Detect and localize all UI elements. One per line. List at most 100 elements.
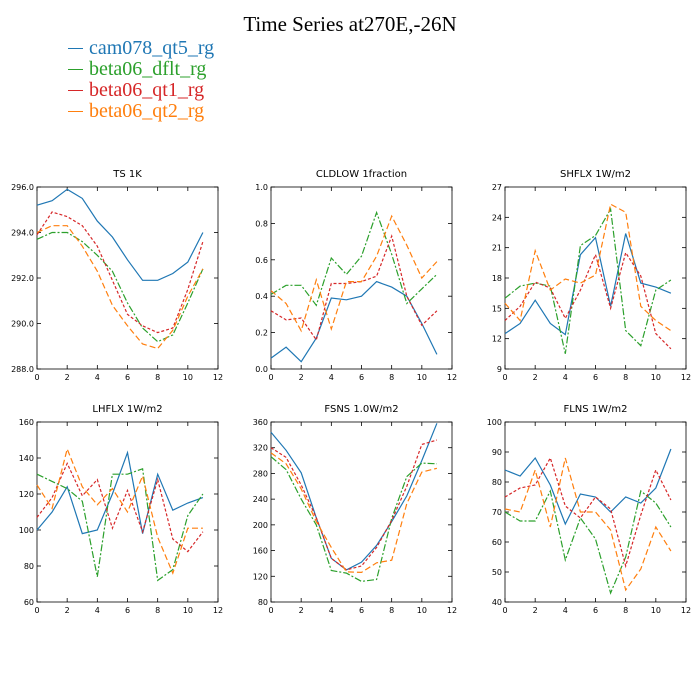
x-tick-label: 4 [329,606,334,615]
y-tick-label: 292.0 [11,274,34,283]
x-tick-label: 2 [299,606,304,615]
y-tick-label: 240 [253,495,268,504]
y-tick-label: 15 [492,304,502,313]
y-tick-label: 27 [492,183,502,192]
series-line-beta06_qt2_rg [36,225,204,350]
x-tick-label: 10 [183,373,193,382]
series-line-beta06_qt2_rg [504,457,672,592]
series-line-beta06_dflt_rg [504,207,672,354]
series-line-cam078_qt5_rg [504,233,672,336]
series-line-beta06_dflt_rg [270,210,438,307]
series-line-beta06_qt1_rg [270,439,438,571]
x-tick-label: 6 [125,606,130,615]
panel-title: SHFLX 1W/m2 [560,169,631,180]
x-tick-label: 4 [563,373,568,382]
legend-swatch [68,90,83,91]
y-tick-label: 140 [19,454,34,463]
series-line-beta06_qt1_rg [36,211,204,334]
y-tick-label: 294.0 [11,229,34,238]
x-tick-label: 4 [563,606,568,615]
y-tick-label: 80 [24,562,34,571]
series-line-beta06_qt1_rg [504,456,672,569]
y-tick-label: 288.0 [11,365,34,374]
y-tick-label: 90 [492,448,502,457]
x-tick-label: 12 [447,373,457,382]
y-tick-label: 9 [497,365,502,374]
series-line-beta06_dflt_rg [36,467,204,582]
y-tick-label: 360 [253,418,268,427]
y-tick-label: 100 [487,418,502,427]
x-tick-label: 12 [213,373,223,382]
x-tick-label: 0 [268,606,273,615]
x-tick-label: 10 [417,373,427,382]
x-tick-label: 2 [533,373,538,382]
series-line-beta06_qt2_rg [270,214,438,333]
x-tick-label: 0 [34,606,39,615]
x-tick-label: 4 [95,373,100,382]
series-line-beta06_dflt_rg [36,231,204,343]
legend-item: beta06_dflt_rg [68,58,214,80]
x-tick-label: 0 [34,373,39,382]
y-tick-label: 18 [492,274,502,283]
y-tick-label: 0.2 [255,329,268,338]
y-tick-label: 1.0 [255,183,268,192]
series-line-beta06_qt2_rg [270,452,438,574]
y-tick-label: 0.6 [255,256,268,265]
x-tick-label: 12 [681,606,691,615]
y-tick-label: 60 [24,598,34,607]
plot-frame [270,421,453,603]
y-tick-label: 296.0 [11,183,34,192]
panel-title: LHFLX 1W/m2 [92,404,162,415]
x-tick-label: 6 [359,606,364,615]
series-line-cam078_qt5_rg [36,188,204,281]
legend: cam078_qt5_rg beta06_dflt_rg beta06_qt1_… [68,37,215,122]
y-tick-label: 120 [253,572,268,581]
x-tick-label: 10 [417,606,427,615]
x-tick-label: 12 [681,373,691,382]
plot-frame [504,186,687,370]
y-tick-label: 0.4 [255,292,268,301]
x-tick-label: 6 [359,373,364,382]
x-tick-label: 4 [329,373,334,382]
y-tick-label: 120 [19,490,34,499]
y-tick-label: 100 [19,526,34,535]
plot-frame [504,421,687,603]
x-tick-label: 6 [593,606,598,615]
y-tick-label: 80 [492,478,502,487]
plot-frame [270,186,453,370]
x-tick-label: 8 [623,373,628,382]
x-tick-label: 6 [125,373,130,382]
legend-item: beta06_qt2_rg [68,100,214,122]
y-tick-label: 290.0 [11,320,34,329]
y-tick-label: 0.8 [255,219,268,228]
y-tick-label: 40 [492,598,502,607]
x-tick-label: 4 [95,606,100,615]
legend-label: beta06_qt1_rg [89,79,205,101]
x-tick-label: 8 [389,606,394,615]
x-tick-label: 2 [65,606,70,615]
x-tick-label: 2 [299,373,304,382]
y-tick-label: 160 [253,547,268,556]
x-tick-label: 6 [593,373,598,382]
y-tick-label: 280 [253,469,268,478]
series-line-beta06_qt2_rg [36,447,203,575]
series-line-cam078_qt5_rg [504,448,672,526]
legend-swatch [68,111,83,112]
x-tick-label: 2 [533,606,538,615]
legend-item: cam078_qt5_rg [68,37,215,59]
x-tick-label: 8 [155,606,160,615]
y-tick-label: 0.0 [255,365,268,374]
y-tick-label: 50 [492,568,502,577]
chart-title: Time Series at270E,-26N [243,12,457,36]
series-line-beta06_qt1_rg [36,461,204,553]
series-line-beta06_qt1_rg [504,251,672,350]
x-tick-label: 10 [651,606,661,615]
y-tick-label: 21 [492,244,502,253]
series-line-beta06_qt1_rg [270,234,438,342]
x-tick-label: 0 [502,606,507,615]
legend-item: beta06_qt1_rg [68,79,214,101]
x-tick-label: 8 [623,606,628,615]
panel-title: CLDLOW 1fraction [316,169,407,180]
legend-label: cam078_qt5_rg [89,37,215,59]
y-tick-label: 70 [492,508,502,517]
